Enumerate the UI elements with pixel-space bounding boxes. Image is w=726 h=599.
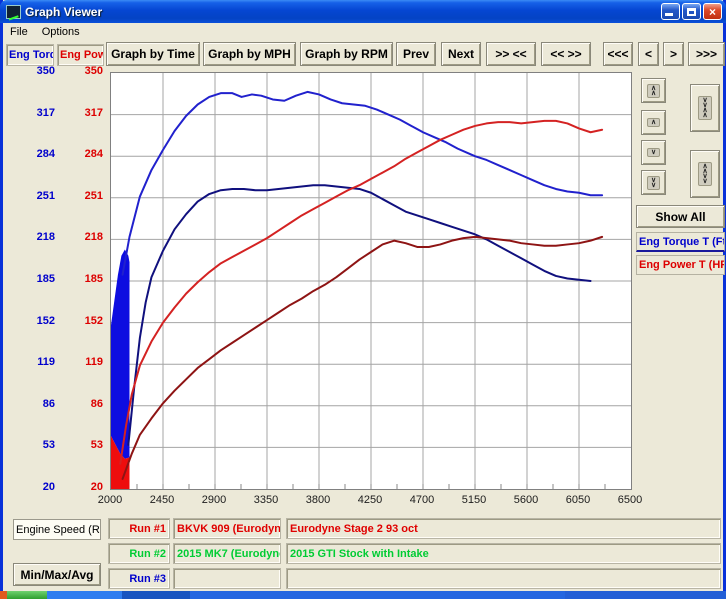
- power-tick-20: 20: [90, 481, 103, 493]
- rpm-tick-2450: 2450: [149, 494, 175, 506]
- run-label-3: Run #3: [108, 568, 170, 589]
- menu-file[interactable]: File: [10, 25, 28, 38]
- chart-plot-area: [110, 72, 632, 490]
- up-icon: ∧: [646, 118, 661, 127]
- toolbar-button-graph-by-time[interactable]: Graph by Time: [106, 42, 200, 66]
- maximize-button[interactable]: [682, 3, 701, 20]
- run-1-description-field[interactable]: Eurodyne Stage 2 93 oct: [286, 518, 721, 539]
- series-1: [119, 119, 604, 465]
- spinner-expand-vertical[interactable]: ∧ ∧ ∨ ∨: [690, 150, 720, 198]
- power-tick-284: 284: [84, 148, 103, 161]
- toolbar-button-[interactable]: >>>: [688, 42, 725, 66]
- double-up-icon: ∧ ∧: [646, 83, 661, 98]
- run-2-file-field[interactable]: 2015 MK7 (Eurodyne, E: [173, 543, 281, 564]
- title-bar: Graph Viewer ×: [0, 0, 726, 23]
- dyno-chart: [111, 73, 631, 489]
- torque-tick-152: 152: [36, 314, 55, 327]
- rpm-tick-2900: 2900: [201, 494, 227, 506]
- power-tick-350: 350: [84, 65, 103, 77]
- run-1-file-field[interactable]: BKVK 909 (Eurodyne, I: [173, 518, 281, 539]
- taskbar-task[interactable]: [190, 591, 565, 599]
- series-2: [127, 184, 592, 446]
- torque-tick-350: 350: [36, 65, 55, 77]
- spinner-double-up[interactable]: ∧ ∧: [641, 78, 666, 103]
- x-axis-title: Engine Speed (RPI: [13, 519, 101, 540]
- rpm-tick-3800: 3800: [305, 494, 331, 506]
- torque-tick-53: 53: [42, 439, 55, 452]
- run-label-2: Run #2: [108, 543, 170, 564]
- spinner-down[interactable]: ∨: [641, 140, 666, 165]
- torque-tick-20: 20: [42, 481, 55, 493]
- legend-torque[interactable]: Eng Torque T (Ft-L: [636, 232, 725, 252]
- minimize-icon: [665, 13, 673, 16]
- toolbar-button-[interactable]: >> <<: [486, 42, 536, 66]
- rpm-tick-6050: 6050: [565, 494, 591, 506]
- taskbar-active-task[interactable]: [122, 591, 190, 599]
- toolbar-button-prev[interactable]: Prev: [396, 42, 436, 66]
- rpm-tick-5150: 5150: [461, 494, 487, 506]
- run-label-1: Run #1: [108, 518, 170, 539]
- run-3-file-field[interactable]: [173, 568, 281, 589]
- toolbar-button-next[interactable]: Next: [441, 42, 481, 66]
- double-down-icon: ∨ ∨: [646, 175, 661, 190]
- maximize-icon: [687, 7, 696, 16]
- expand-vertical-icon: ∧ ∧ ∨ ∨: [698, 162, 712, 186]
- rpm-tick-5600: 5600: [513, 494, 539, 506]
- torque-tick-218: 218: [36, 231, 55, 244]
- toolbar-button-[interactable]: <: [638, 42, 659, 66]
- close-icon: ×: [708, 4, 716, 19]
- power-tick-218: 218: [84, 231, 103, 244]
- power-tick-119: 119: [85, 356, 103, 369]
- window-title: Graph Viewer: [25, 4, 103, 19]
- toolbar-button-[interactable]: >: [663, 42, 684, 66]
- minimize-button[interactable]: [661, 3, 680, 20]
- toolbar-button-[interactable]: << >>: [541, 42, 591, 66]
- power-tick-152: 152: [84, 314, 103, 327]
- torque-tick-284: 284: [36, 148, 55, 161]
- power-axis-header: Eng Powe: [57, 44, 104, 66]
- menu-options[interactable]: Options: [41, 25, 80, 38]
- menu-bar: File Options: [3, 23, 723, 40]
- run1-torque-noise: [111, 249, 130, 459]
- toolbar-button-graph-by-mph[interactable]: Graph by MPH: [203, 42, 296, 66]
- taskbar-quicklaunch[interactable]: [47, 591, 122, 599]
- close-button[interactable]: ×: [703, 3, 722, 20]
- rpm-tick-4250: 4250: [357, 494, 383, 506]
- spinner-double-down[interactable]: ∨ ∨: [641, 170, 666, 195]
- torque-tick-251: 251: [36, 189, 55, 202]
- rpm-tick-6500: 6500: [617, 494, 643, 506]
- torque-tick-119: 119: [37, 356, 55, 369]
- start-button[interactable]: [7, 591, 47, 599]
- power-tick-86: 86: [90, 397, 103, 410]
- torque-tick-86: 86: [42, 397, 55, 410]
- run-3-description-field[interactable]: [286, 568, 721, 589]
- show-all-button[interactable]: Show All: [636, 205, 725, 228]
- run-2-description-field[interactable]: 2015 GTI Stock with Intake: [286, 543, 721, 564]
- torque-axis-header: Eng Torqu: [6, 44, 54, 66]
- spinner-collapse-vertical[interactable]: ∨ ∨ ∧ ∧: [690, 84, 720, 132]
- rpm-tick-3350: 3350: [253, 494, 279, 506]
- min-max-avg-button[interactable]: Min/Max/Avg: [13, 563, 101, 586]
- power-tick-185: 185: [84, 273, 103, 285]
- taskbar-edge: [0, 591, 7, 599]
- collapse-vertical-icon: ∨ ∨ ∧ ∧: [698, 96, 712, 120]
- torque-tick-317: 317: [36, 106, 55, 119]
- torque-tick-185: 185: [36, 273, 55, 285]
- toolbar-button-[interactable]: <<<: [603, 42, 633, 66]
- app-icon: [6, 4, 21, 19]
- power-tick-317: 317: [84, 106, 103, 119]
- series-3: [121, 235, 604, 480]
- spinner-up[interactable]: ∧: [641, 110, 666, 135]
- rpm-tick-4700: 4700: [409, 494, 435, 506]
- toolbar-button-graph-by-rpm[interactable]: Graph by RPM: [300, 42, 393, 66]
- down-icon: ∨: [646, 148, 661, 157]
- taskbar: [0, 591, 726, 599]
- power-tick-53: 53: [90, 439, 103, 452]
- legend-power[interactable]: Eng Power T (HP): [636, 255, 725, 275]
- series-0: [121, 90, 604, 276]
- power-tick-251: 251: [84, 189, 103, 202]
- rpm-tick-2000: 2000: [97, 494, 123, 506]
